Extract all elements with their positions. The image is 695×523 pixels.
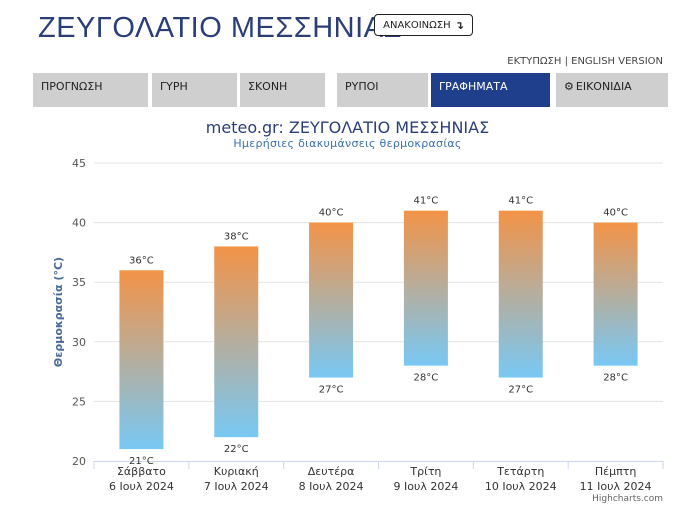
announcement-label: ΑΝΑΚΟΙΝΩΣΗ: [383, 19, 451, 31]
tab-label: ΕΙΚΟΝΙΔΙΑ: [575, 80, 632, 93]
max-temp-label: 41°C: [414, 196, 439, 207]
chart-title: meteo.gr: ΖΕΥΓΟΛΑΤΙΟ ΜΕΣΣΗΝΙΑΣ: [205, 118, 490, 137]
min-temp-label: 21°C: [129, 456, 154, 467]
tab-label: ΓΥΡΗ: [160, 80, 188, 93]
y-tick-label: 25: [72, 395, 86, 408]
tab-label: ΓΡΑΦΗΜΑΤΑ: [439, 80, 508, 93]
link-separator: |: [564, 56, 568, 67]
announcement-button[interactable]: ΑΝΑΚΟΙΝΩΣΗ ↴: [374, 14, 473, 36]
tab-forecast[interactable]: ΠΡΟΓΝΩΣΗ: [33, 73, 148, 107]
arrow-down-icon: ↴: [454, 18, 464, 32]
temperature-range-bar[interactable]: [593, 222, 638, 366]
tab-label: ΡΥΠΟΙ: [345, 80, 379, 93]
x-category-date: 11 Ιουλ 2024: [580, 480, 652, 493]
chart-subtitle: Ημερήσιες διακυμάνσεις θερμοκρασίας: [233, 137, 462, 150]
tab-dust[interactable]: ΣΚΟΝΗ: [240, 73, 325, 107]
temperature-range-bar[interactable]: [498, 210, 543, 378]
tab-icons[interactable]: ⚙ ΕΙΚΟΝΙΔΙΑ: [556, 73, 668, 107]
y-tick-label: 45: [72, 157, 86, 170]
tab-pollen[interactable]: ΓΥΡΗ: [152, 73, 237, 107]
y-tick-label: 35: [72, 276, 86, 289]
max-temp-label: 36°C: [129, 255, 154, 266]
min-temp-label: 27°C: [508, 385, 533, 396]
print-link[interactable]: ΕΚΤΥΠΩΣΗ: [507, 56, 562, 67]
gear-icon: ⚙: [564, 80, 574, 93]
top-links: ΕΚΤΥΠΩΣΗ | ENGLISH VERSION: [507, 56, 663, 67]
tab-pollutants[interactable]: ΡΥΠΟΙ: [337, 73, 428, 107]
min-temp-label: 28°C: [414, 373, 439, 384]
max-temp-label: 41°C: [508, 196, 533, 207]
min-temp-label: 22°C: [224, 444, 249, 455]
y-tick-label: 40: [72, 217, 86, 230]
x-category-day: Κυριακή: [214, 465, 259, 478]
temperature-range-bar[interactable]: [214, 246, 259, 438]
x-category-date: 7 Ιουλ 2024: [204, 480, 269, 493]
y-tick-label: 30: [72, 336, 86, 349]
x-category-day: Δευτέρα: [308, 465, 355, 478]
highcharts-credit[interactable]: Highcharts.com: [592, 494, 663, 504]
x-category-date: 9 Ιουλ 2024: [393, 480, 458, 493]
x-category-date: 8 Ιουλ 2024: [299, 480, 364, 493]
page-title: ΖΕΥΓΟΛΑΤΙΟ ΜΕΣΣΗΝΙΑΣ: [38, 12, 402, 44]
x-category-date: 6 Ιουλ 2024: [109, 480, 174, 493]
min-temp-label: 27°C: [319, 385, 344, 396]
max-temp-label: 40°C: [319, 208, 344, 219]
temperature-range-bar[interactable]: [309, 222, 354, 378]
y-tick-label: 20: [72, 455, 86, 468]
temperature-range-bar[interactable]: [119, 270, 164, 450]
x-category-day: Τετάρτη: [496, 465, 544, 478]
x-category-date: 10 Ιουλ 2024: [485, 480, 557, 493]
min-temp-label: 28°C: [603, 373, 628, 384]
tab-charts[interactable]: ΓΡΑΦΗΜΑΤΑ: [431, 73, 550, 107]
x-category-day: Πέμπτη: [595, 465, 636, 478]
x-category-day: Σάββατο: [117, 465, 166, 478]
x-category-day: Τρίτη: [409, 465, 441, 478]
max-temp-label: 40°C: [603, 208, 628, 219]
english-version-link[interactable]: ENGLISH VERSION: [571, 56, 663, 67]
temperature-range-bar[interactable]: [403, 210, 448, 366]
max-temp-label: 38°C: [224, 231, 249, 242]
tab-label: ΠΡΟΓΝΩΣΗ: [41, 80, 103, 93]
tab-label: ΣΚΟΝΗ: [248, 80, 288, 93]
y-axis-label: Θερμοκρασία (°C): [52, 257, 65, 367]
